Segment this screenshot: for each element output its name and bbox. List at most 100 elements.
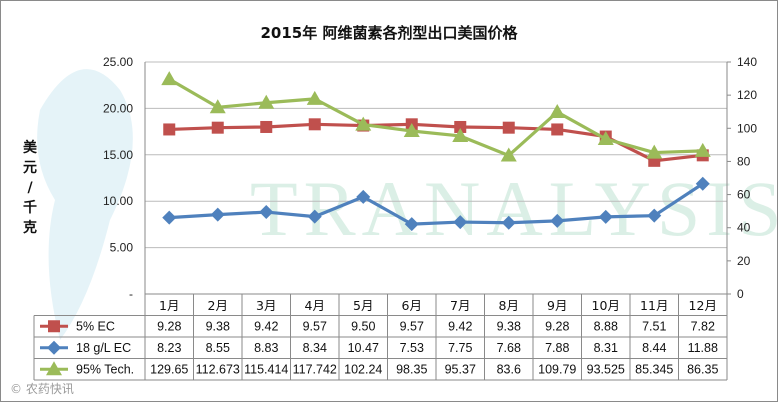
x-category-label: 1月 [159, 298, 179, 313]
table-cell-value: 8.44 [642, 341, 666, 355]
legend-marker [46, 361, 62, 376]
x-category-label: 3月 [256, 298, 276, 313]
table-cell-value: 10.47 [348, 341, 379, 355]
data-point [162, 210, 177, 225]
y-left-tick-label: 5.00 [110, 241, 134, 255]
table-cell-value: 8.55 [206, 341, 230, 355]
x-category-label: 12月 [689, 298, 717, 313]
y-right-tick-label: 120 [737, 88, 757, 102]
data-point [356, 189, 371, 204]
data-point [453, 215, 468, 230]
data-point [403, 123, 420, 138]
legend-label: 95% Tech. [76, 362, 134, 376]
table-cell-value: 7.88 [545, 341, 569, 355]
table-cell-value: 7.68 [497, 341, 521, 355]
y-right-tick-label: 40 [737, 221, 751, 235]
legend-marker [47, 340, 61, 355]
y-left-tick-label: 25.00 [103, 55, 133, 69]
data-point [210, 207, 225, 222]
y-axis-label-char: 千 [23, 199, 37, 216]
table-cell-value: 8.31 [594, 341, 618, 355]
table-cell-value: 7.51 [642, 319, 666, 333]
y-axis-label-char: 美 [23, 139, 38, 156]
table-cell-value: 93.525 [587, 362, 625, 376]
x-category-label: 2月 [208, 298, 228, 313]
table-cell-value: 102.24 [344, 362, 382, 376]
table-cell-value: 7.82 [691, 319, 715, 333]
data-point [550, 213, 565, 228]
y-axis-label-char: 元 [23, 160, 37, 176]
y-axis-label-char: / [27, 180, 33, 196]
y-right-tick-label: 60 [737, 188, 751, 202]
table-cell-value: 112.673 [196, 362, 240, 376]
table-cell-value: 9.42 [448, 319, 472, 333]
x-category-label: 6月 [402, 298, 422, 313]
y-right-tick-label: 140 [737, 55, 757, 69]
watermark-text: TRANALYSIS [250, 165, 779, 252]
watermark-source: © 农药快讯 [10, 382, 74, 396]
legend-label: 18 g/L EC [76, 341, 131, 355]
table-cell-value: 9.42 [254, 319, 278, 333]
data-point [501, 215, 516, 230]
data-point [452, 127, 469, 142]
data-point [598, 209, 613, 224]
table-cell-value: 8.88 [594, 319, 618, 333]
table-cell-value: 7.75 [448, 341, 472, 355]
table-cell-value: 95.37 [445, 362, 476, 376]
data-point [551, 123, 564, 136]
data-point [161, 71, 178, 86]
data-point [597, 131, 614, 146]
data-point [211, 121, 224, 134]
series-line [168, 77, 703, 158]
data-point [549, 104, 566, 119]
y-left-tick-label: 15.00 [103, 148, 133, 162]
data-point [260, 120, 273, 133]
table-cell-value: 129.65 [150, 362, 188, 376]
table-cell-value: 9.50 [351, 319, 375, 333]
legend-marker [48, 320, 60, 333]
data-point [646, 144, 663, 159]
x-category-label: 9月 [547, 298, 567, 313]
data-point [404, 217, 419, 232]
table-cell-value: 9.38 [497, 319, 521, 333]
table-cell-value: 9.57 [303, 319, 327, 333]
y-right-tick-label: 20 [737, 254, 751, 268]
data-point [209, 99, 226, 114]
x-category-label: 5月 [353, 298, 373, 313]
data-point [502, 121, 515, 134]
series-line [169, 182, 704, 226]
legend-label: 5% EC [76, 319, 115, 333]
data-point [500, 147, 517, 162]
table-cell-value: 98.35 [396, 362, 427, 376]
data-point [647, 208, 662, 223]
y-axis-label-char: 克 [23, 219, 37, 236]
x-category-label: 10月 [592, 298, 620, 313]
x-category-label: 4月 [305, 298, 325, 313]
table-cell-value: 85.345 [635, 362, 673, 376]
table-cell-value: 9.57 [400, 319, 424, 333]
table-cell-value: 8.83 [254, 341, 278, 355]
y-right-tick-label: 0 [737, 287, 744, 301]
data-point [695, 176, 710, 191]
data-point [308, 118, 321, 131]
table-cell-value: 9.28 [157, 319, 181, 333]
watermark-figure [37, 69, 133, 340]
chart-title: 2015年 阿维菌素各剂型出口美国价格 [261, 24, 519, 42]
data-point [258, 94, 275, 109]
data-point [306, 90, 323, 105]
y-left-tick-label: - [129, 287, 133, 301]
table-cell-value: 117.742 [293, 362, 337, 376]
table-cell-value: 86.35 [687, 362, 718, 376]
table-cell-value: 8.23 [157, 341, 181, 355]
y-right-tick-label: 100 [737, 121, 757, 135]
data-point [694, 142, 711, 157]
table-cell-value: 109.79 [538, 362, 576, 376]
table-cell-value: 11.88 [688, 341, 718, 355]
table-cell-value: 83.6 [497, 362, 521, 376]
data-point [307, 209, 322, 224]
x-category-label: 8月 [499, 298, 519, 313]
x-category-label: 7月 [450, 298, 470, 313]
data-point [163, 123, 176, 136]
y-left-tick-label: 20.00 [103, 101, 133, 115]
